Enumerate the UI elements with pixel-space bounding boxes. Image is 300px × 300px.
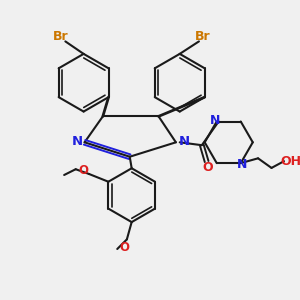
Text: N: N [179, 135, 190, 148]
Text: OH: OH [280, 155, 300, 168]
Text: Br: Br [195, 30, 211, 43]
Text: O: O [119, 241, 129, 254]
Text: N: N [236, 158, 247, 171]
Text: N: N [210, 114, 220, 127]
Text: O: O [202, 161, 213, 174]
Text: Br: Br [53, 30, 68, 43]
Text: O: O [78, 164, 88, 177]
Text: N: N [71, 135, 82, 148]
